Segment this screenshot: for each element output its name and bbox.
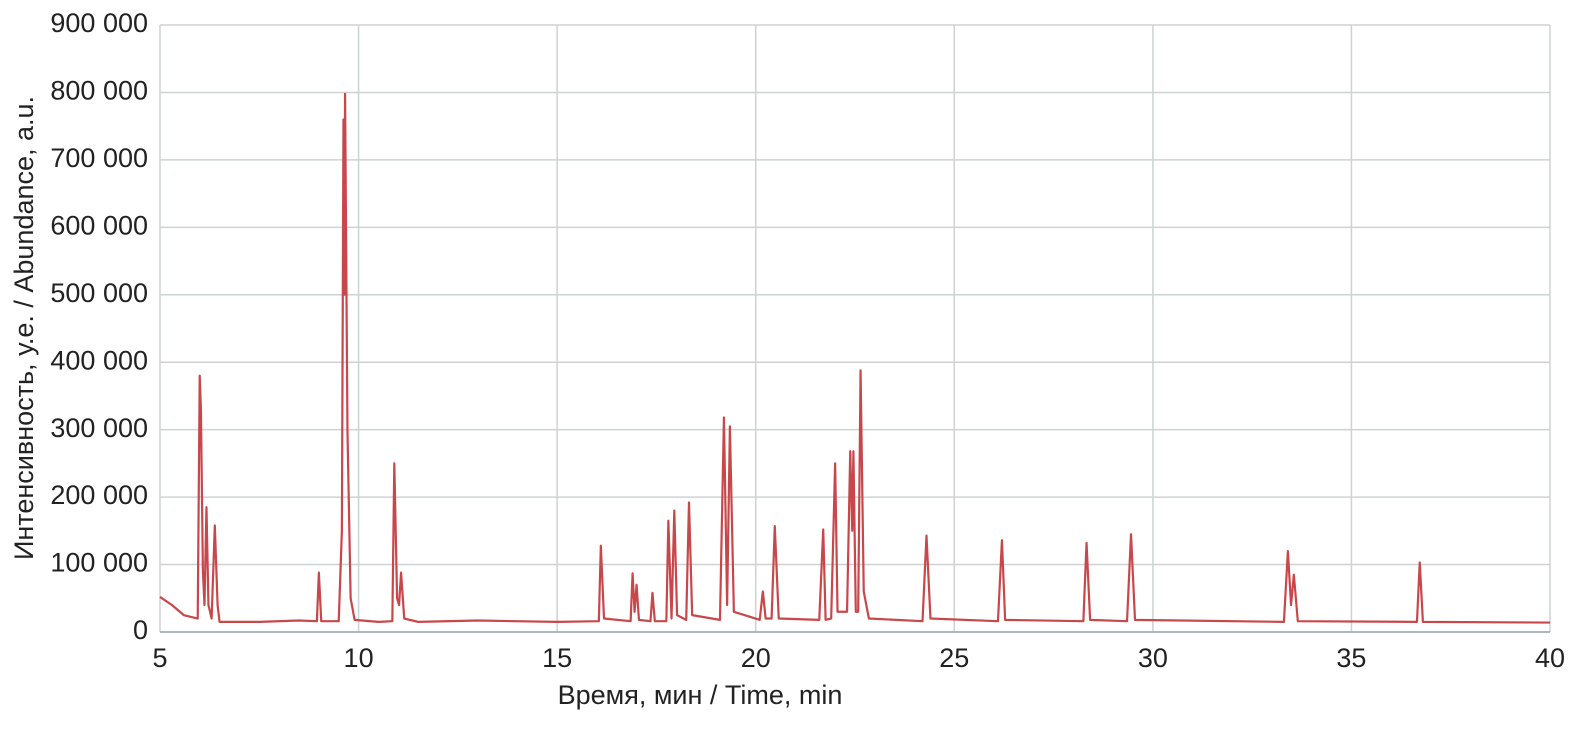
y-tick-label: 800 000 [50, 76, 148, 106]
y-tick-label: 500 000 [50, 278, 148, 308]
x-tick-label: 5 [152, 643, 167, 673]
data-line [159, 92, 1551, 624]
y-tick-label: 100 000 [50, 548, 148, 578]
y-tick-label: 700 000 [50, 143, 148, 173]
x-tick-label: 15 [542, 643, 572, 673]
x-tick-label: 40 [1535, 643, 1565, 673]
x-tick-label: 30 [1138, 643, 1168, 673]
x-axis-label: Время, мин / Time, min [558, 680, 843, 710]
y-axis-label: Интенсивность, у.е. / Abundance, a.u. [9, 96, 39, 560]
x-tick-label: 20 [741, 643, 771, 673]
y-tick-label: 600 000 [50, 210, 148, 240]
x-tick-label: 10 [344, 643, 374, 673]
y-tick-label: 200 000 [50, 480, 148, 510]
y-tick-label: 900 000 [50, 8, 148, 38]
y-tick-label: 300 000 [50, 413, 148, 443]
x-tick-label: 25 [939, 643, 969, 673]
x-tick-label: 35 [1336, 643, 1366, 673]
y-tick-label: 0 [133, 615, 148, 645]
y-tick-label: 400 000 [50, 345, 148, 375]
